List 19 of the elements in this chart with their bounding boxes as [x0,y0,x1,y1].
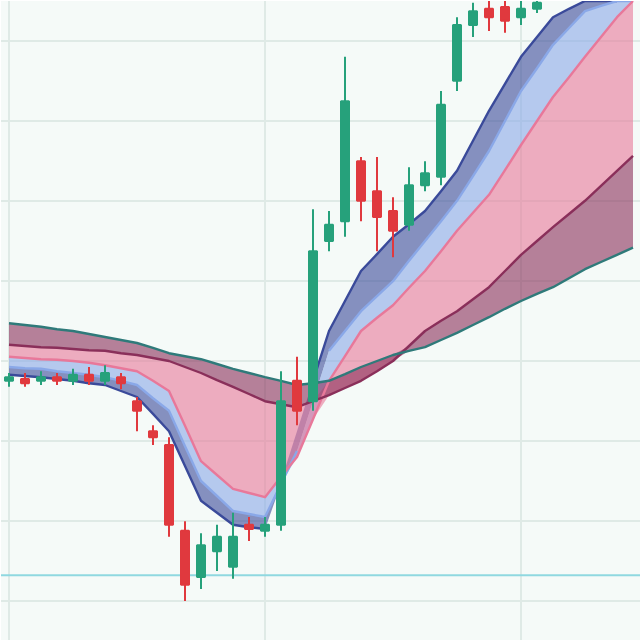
candlestick [468,1,478,38]
candlestick [100,364,110,386]
candlestick [228,511,238,580]
candlestick [148,424,158,446]
candlestick [196,532,206,590]
candlestick [356,156,366,223]
candlestick [260,516,270,538]
candlestick [244,516,254,542]
candlestick [404,166,414,232]
candlestick [324,210,334,253]
candlestick [292,355,302,427]
candlestick [212,523,222,572]
candlestick [516,1,526,26]
candlestick [132,396,142,433]
candlestick [372,156,382,253]
candlestick [420,160,430,193]
candlestick [484,1,494,32]
candlestick [388,196,398,259]
candlestick [500,1,510,34]
